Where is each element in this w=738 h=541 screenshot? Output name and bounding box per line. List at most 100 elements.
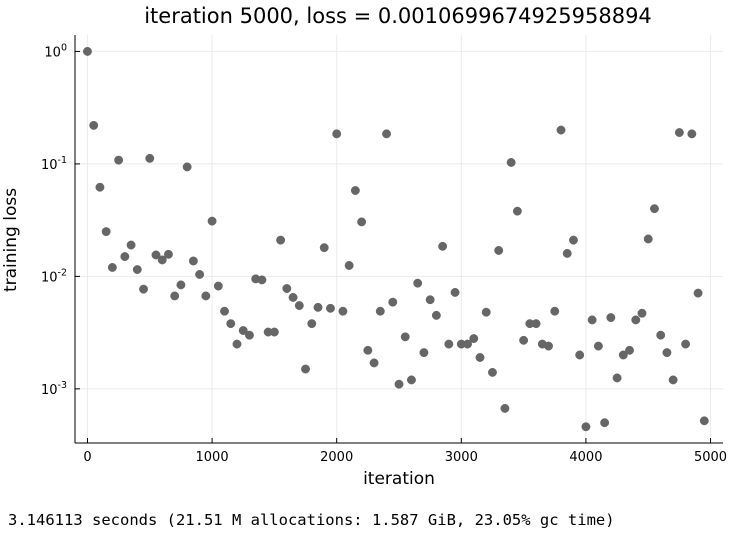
data-point — [213, 281, 223, 291]
y-tick-label: 100 — [44, 42, 67, 60]
data-point — [114, 155, 124, 165]
data-point — [693, 288, 703, 298]
data-point — [319, 243, 329, 253]
data-point — [338, 306, 348, 316]
data-point — [587, 315, 597, 325]
x-tick-label: 1000 — [196, 450, 229, 465]
data-point — [164, 249, 173, 259]
data-point — [425, 295, 435, 305]
data-point — [544, 341, 553, 351]
data-point — [226, 319, 236, 329]
data-point — [288, 292, 298, 302]
data-point — [593, 341, 603, 351]
data-point — [145, 153, 155, 163]
data-point — [170, 291, 180, 301]
data-point — [157, 255, 167, 265]
data-point — [126, 240, 136, 250]
data-point — [388, 297, 398, 307]
data-point — [500, 403, 510, 413]
data-point — [656, 330, 666, 340]
axes — [74, 35, 723, 444]
data-point — [606, 313, 616, 323]
data-point — [294, 301, 304, 311]
data-point — [438, 241, 448, 251]
data-point — [506, 158, 516, 167]
data-point — [575, 350, 585, 360]
grid-lines — [75, 35, 723, 443]
data-point — [662, 348, 672, 358]
x-tick-label: 0 — [83, 450, 91, 465]
data-point — [519, 335, 529, 345]
data-point — [400, 332, 410, 342]
x-tick-label: 3000 — [445, 450, 478, 465]
data-point — [107, 263, 117, 272]
data-point — [238, 326, 248, 335]
data-point — [569, 235, 578, 245]
data-point — [257, 275, 267, 285]
data-point — [313, 302, 323, 312]
data-point — [450, 287, 460, 297]
data-point — [413, 278, 423, 288]
data-point — [494, 246, 504, 255]
data-point — [407, 375, 416, 385]
data-point — [176, 280, 186, 290]
data-point — [562, 248, 572, 258]
data-point — [101, 227, 111, 237]
data-point — [139, 284, 148, 294]
data-point — [463, 339, 472, 349]
data-point — [631, 315, 641, 325]
data-point — [369, 358, 379, 368]
data-point — [151, 250, 161, 260]
data-point — [444, 339, 454, 349]
data-point — [220, 306, 229, 316]
x-tick-label: 4000 — [569, 450, 602, 465]
data-point — [475, 353, 485, 362]
data-point — [488, 367, 497, 377]
data-point — [581, 422, 591, 432]
data-point — [469, 334, 479, 344]
data-point — [95, 182, 105, 192]
data-point — [382, 129, 391, 139]
data-point — [269, 327, 279, 337]
data-point — [431, 310, 441, 320]
data-point — [89, 120, 99, 130]
data-point — [357, 217, 367, 227]
chart-title: iteration 5000, loss = 0.001069967492595… — [144, 4, 652, 28]
data-point — [245, 330, 254, 340]
data-point — [350, 186, 360, 195]
data-point — [375, 306, 385, 316]
data-point — [363, 345, 373, 355]
y-tick-label: 10-2 — [41, 267, 67, 285]
data-point — [188, 256, 198, 266]
x-axis-ticks: 0 1000 2000 3000 4000 5000 — [83, 438, 727, 465]
data-point — [201, 291, 211, 301]
data-point — [481, 307, 491, 317]
data-point — [512, 206, 522, 216]
data-point — [207, 216, 217, 226]
data-point — [699, 416, 709, 426]
data-point — [550, 306, 560, 316]
data-point — [344, 261, 354, 270]
data-point — [419, 348, 429, 358]
x-axis-label: iteration — [363, 469, 435, 489]
data-point — [394, 379, 404, 389]
y-tick-label: 10-3 — [41, 380, 67, 398]
data-point — [674, 128, 684, 138]
data-point — [132, 265, 142, 274]
data-point — [182, 162, 192, 172]
data-point — [120, 252, 130, 262]
x-tick-label: 5000 — [694, 450, 727, 465]
data-point — [276, 235, 286, 245]
data-point — [625, 345, 634, 355]
data-point — [618, 350, 628, 360]
data-point — [282, 284, 292, 293]
data-point — [681, 339, 691, 349]
data-point — [650, 204, 659, 214]
data-point — [600, 418, 610, 428]
data-point — [326, 303, 335, 313]
data-point — [531, 319, 541, 329]
data-point — [643, 234, 653, 244]
timing-output: 3.146113 seconds (21.51 M allocations: 1… — [8, 511, 615, 529]
data-point — [556, 125, 566, 135]
data-points — [83, 46, 709, 432]
